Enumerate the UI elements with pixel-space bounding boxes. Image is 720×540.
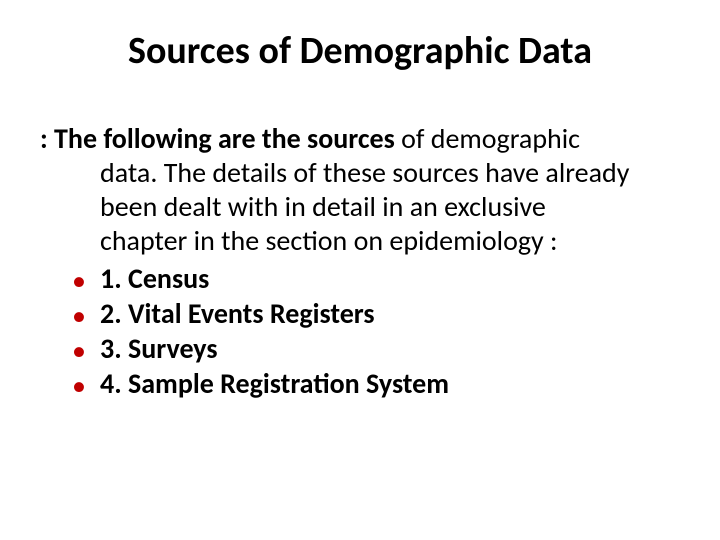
list-item: • 2. Vital Events Registers <box>72 296 680 331</box>
list-item-label: 4. Sample Registration System <box>100 366 449 401</box>
list-item-label: 2. Vital Events Registers <box>100 296 375 331</box>
bullet-icon: • <box>72 333 86 368</box>
list-item-label: 3. Surveys <box>100 331 218 366</box>
list-item: • 1. Census <box>72 261 680 296</box>
bullet-icon: • <box>72 368 86 403</box>
list-item: • 3. Surveys <box>72 331 680 366</box>
slide-title: Sources of Demographic Data <box>40 28 680 74</box>
intro-line-2: data. The details of these sources have … <box>100 156 680 190</box>
intro-rest-1: of demographic <box>395 121 580 156</box>
intro-line-4: chapter in the section on epidemiology : <box>100 224 680 258</box>
intro-line-3: been dealt with in detail in an exclusiv… <box>100 190 680 224</box>
bullet-list: • 1. Census • 2. Vital Events Registers … <box>72 261 680 401</box>
body-text: : The following are the sources of demog… <box>40 122 680 401</box>
list-item: • 4. Sample Registration System <box>72 366 680 401</box>
intro-bold: : The following are the sources <box>40 121 395 156</box>
intro-line-1: : The following are the sources of demog… <box>54 122 680 156</box>
list-item-label: 1. Census <box>100 261 209 296</box>
bullet-icon: • <box>72 263 86 298</box>
bullet-icon: • <box>72 298 86 333</box>
